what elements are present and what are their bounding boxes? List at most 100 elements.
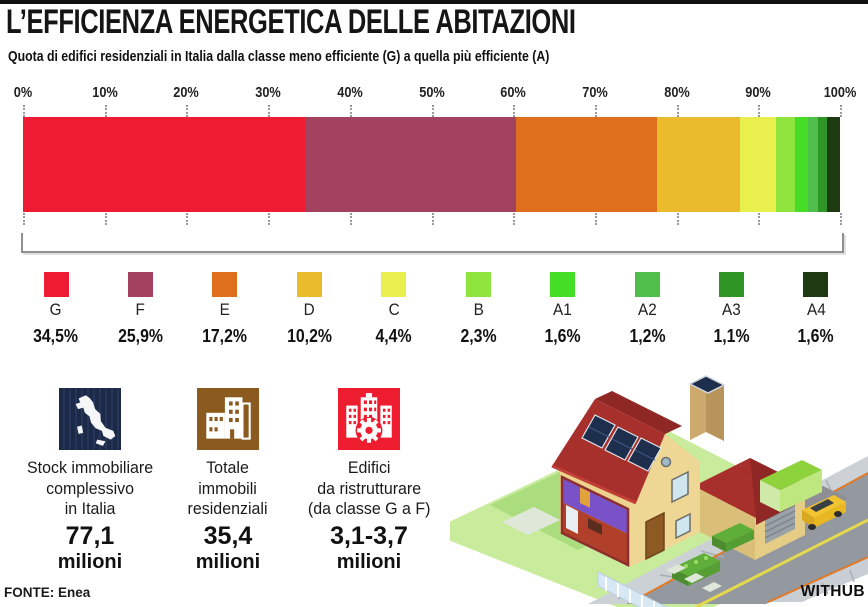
legend-percentage: 1,1% (713, 325, 750, 346)
tick-mark (431, 213, 434, 225)
legend-class-label: A3 (722, 300, 741, 319)
tick-mark (23, 213, 25, 225)
legend-item-F: F 25,9% (104, 272, 176, 347)
x-axis-tick-label: 80% (663, 84, 690, 101)
legend-swatch (212, 272, 238, 297)
legend-item-C: C 4,4% (358, 272, 430, 347)
legend-swatch (43, 272, 69, 297)
tick-marks-top (23, 105, 842, 117)
brand-logo: WITHUB (800, 583, 865, 600)
stat-label: Stock immobiliare complessivo in Italia (26, 458, 154, 519)
stat-value: 77,1 (65, 522, 115, 551)
page-subtitle: Quota di edifici residenziali in Italia … (8, 48, 550, 65)
legend-class-label: F (135, 300, 146, 319)
bar-segment-G (23, 117, 305, 212)
legend-swatch (719, 272, 744, 297)
legend-class-label: G (50, 300, 62, 319)
stat-unit: milioni (57, 551, 123, 574)
legend-swatch (381, 272, 407, 297)
path-slabs (666, 564, 722, 592)
legend-percentage: 1,6% (797, 325, 834, 346)
legend-swatch (634, 272, 660, 297)
tick-mark (104, 105, 107, 117)
legend-percentage: 1,6% (544, 325, 581, 346)
legend-item-G: G 34,5% (20, 272, 92, 347)
legend-swatch (465, 272, 491, 297)
legend: G 34,5% F 25,9% E 17,2% D 10,2% C 4,4% B 2,3% A1 1,6%… (20, 272, 852, 347)
tick-mark (23, 105, 25, 117)
tick-mark (676, 105, 679, 117)
buildings-icon (197, 388, 259, 450)
fence (597, 571, 668, 607)
tick-mark (104, 213, 107, 225)
bar-segment-A2 (808, 117, 818, 212)
bar-segment-D (656, 117, 741, 212)
bar-segment-C (740, 117, 777, 212)
legend-class-label: A1 (553, 300, 572, 319)
tick-mark (513, 213, 516, 225)
tick-mark (594, 213, 597, 225)
legend-item-A1: A1 1,6% (527, 272, 599, 347)
tick-mark (513, 105, 516, 117)
renovation-buildings-gear-icon (338, 388, 400, 450)
stat-value: 3,1-3,7 (330, 522, 408, 551)
bar-segment-A3 (817, 117, 827, 212)
solar-panels (581, 414, 662, 472)
hedges (672, 460, 822, 586)
legend-percentage: 17,2% (202, 325, 248, 346)
legend-item-A3: A3 1,1% (696, 272, 768, 347)
stat-label: Edifici da ristrutturare (da classe G a … (307, 458, 431, 519)
tick-mark (676, 213, 679, 225)
tick-mark (349, 105, 352, 117)
x-axis-tick-label: 20% (173, 84, 200, 101)
legend-percentage: 10,2% (286, 325, 332, 346)
bar-segment-A4 (826, 117, 840, 212)
legend-item-B: B 2,3% (442, 272, 514, 347)
tick-mark (268, 105, 271, 117)
tick-mark (186, 213, 189, 225)
tick-mark (268, 213, 271, 225)
x-axis-tick-label: 90% (745, 84, 772, 101)
x-axis-tick-label: 10% (91, 84, 118, 101)
top-black-bar (0, 0, 868, 4)
chimney (688, 375, 726, 441)
x-axis-tick-label: 70% (582, 84, 608, 101)
legend-percentage: 4,4% (375, 325, 412, 346)
x-axis-tick-label: 100% (823, 84, 857, 101)
legend-swatch (127, 272, 153, 297)
legend-item-E: E 17,2% (189, 272, 261, 347)
tick-mark (840, 105, 842, 117)
legend-percentage: 1,2% (629, 325, 666, 346)
italy-map-icon (59, 388, 121, 450)
legend-item-D: D 10,2% (273, 272, 345, 347)
stat-value: 35,4 (203, 522, 253, 551)
legend-swatch (296, 272, 322, 297)
legend-class-label: B (473, 300, 484, 319)
legend-class-label: E (219, 300, 230, 319)
tick-mark (840, 213, 842, 225)
tick-marks-bottom (23, 213, 842, 225)
legend-swatch (803, 272, 829, 297)
legend-class-label: D (303, 300, 315, 319)
stat-unit: milioni (336, 551, 402, 574)
legend-percentage: 2,3% (460, 325, 497, 346)
bar-segment-F (304, 117, 517, 212)
legend-item-A4: A4 1,6% (780, 272, 852, 347)
bar-segment-B (776, 117, 796, 212)
legend-percentage: 34,5% (33, 325, 79, 346)
house-illustration (450, 375, 868, 607)
tick-mark (349, 213, 352, 225)
page-title: L’EFFICIENZA ENERGETICA DELLE ABITAZIONI (6, 3, 576, 41)
stacked-bar (23, 117, 840, 212)
source-note: FONTE: Enea (4, 585, 91, 600)
stat-unit: milioni (195, 551, 261, 574)
tick-mark (431, 105, 434, 117)
legend-class-label: A4 (806, 300, 826, 319)
legend-class-label: A2 (637, 300, 657, 319)
bar-segment-A1 (795, 117, 809, 212)
bar-segment-E (516, 117, 657, 212)
tick-mark (758, 213, 761, 225)
stat-edifici-da-ristrutturare: Edifici da ristrutturare (da classe G a … (287, 388, 451, 574)
legend-swatch (550, 272, 576, 297)
